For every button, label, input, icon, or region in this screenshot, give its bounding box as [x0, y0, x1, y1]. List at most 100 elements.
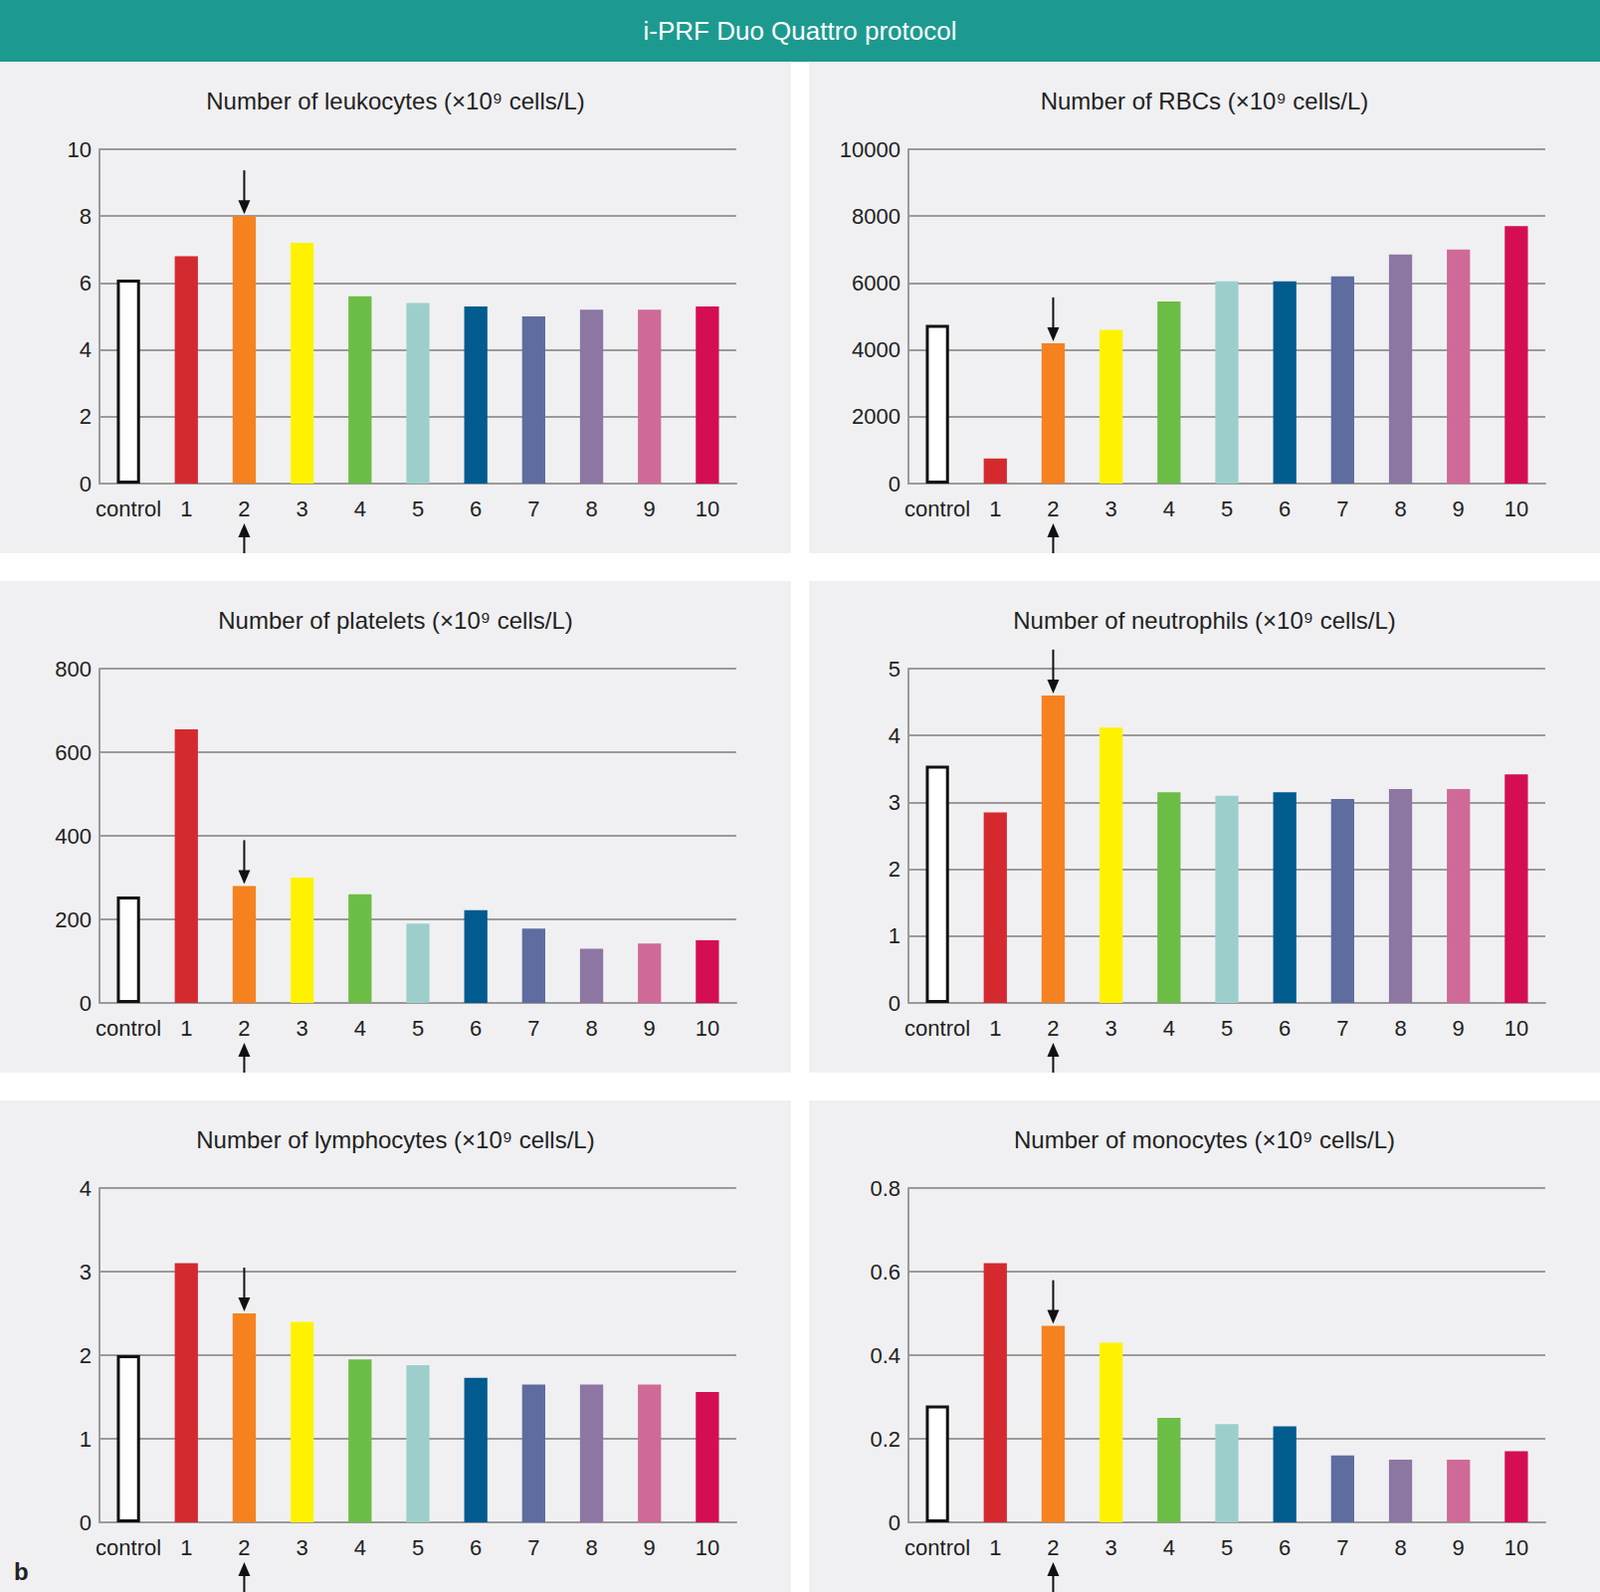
- svg-text:7: 7: [1336, 496, 1349, 522]
- svg-text:0: 0: [79, 991, 92, 1016]
- svg-text:2: 2: [1046, 496, 1059, 522]
- svg-text:1: 1: [180, 496, 193, 522]
- svg-text:1: 1: [989, 1535, 1001, 1561]
- svg-text:8: 8: [79, 203, 92, 229]
- svg-text:4: 4: [79, 1176, 92, 1201]
- svg-text:1: 1: [888, 923, 901, 949]
- svg-text:6: 6: [469, 1015, 482, 1041]
- svg-text:4: 4: [1163, 496, 1176, 522]
- svg-text:6: 6: [1278, 1535, 1291, 1561]
- svg-text:9: 9: [1452, 496, 1465, 522]
- svg-text:6000: 6000: [851, 270, 901, 296]
- svg-text:Number of RBCs (×10⁹ cells/L): Number of RBCs (×10⁹ cells/L): [1040, 87, 1370, 115]
- svg-text:2: 2: [1046, 1015, 1059, 1041]
- svg-text:Number of leukocytes (×10⁹ cel: Number of leukocytes (×10⁹ cells/L): [205, 87, 585, 115]
- svg-text:10: 10: [1504, 496, 1529, 522]
- svg-text:4: 4: [1163, 1015, 1176, 1041]
- svg-text:2: 2: [1046, 1535, 1059, 1561]
- svg-text:4: 4: [354, 1015, 367, 1041]
- svg-text:4000: 4000: [851, 337, 901, 363]
- svg-text:10: 10: [1504, 1535, 1529, 1561]
- svg-text:0: 0: [79, 471, 92, 497]
- svg-text:10000: 10000: [839, 137, 901, 163]
- svg-text:Number of monocytes (×10⁹ cell: Number of monocytes (×10⁹ cells/L): [1013, 1126, 1396, 1154]
- svg-text:8: 8: [585, 496, 598, 522]
- svg-text:5: 5: [1220, 1535, 1233, 1561]
- svg-text:10: 10: [1504, 1015, 1529, 1041]
- svg-text:4: 4: [888, 723, 901, 749]
- svg-text:3: 3: [296, 1015, 309, 1041]
- svg-text:8: 8: [1394, 1015, 1406, 1041]
- svg-text:6: 6: [469, 1535, 482, 1561]
- svg-text:600: 600: [54, 740, 92, 766]
- svg-text:1: 1: [180, 1535, 193, 1561]
- svg-text:2: 2: [79, 403, 92, 429]
- svg-text:4: 4: [354, 496, 367, 522]
- svg-text:0: 0: [888, 1510, 901, 1536]
- svg-text:5: 5: [888, 656, 901, 682]
- svg-text:7: 7: [527, 1015, 540, 1041]
- svg-text:3: 3: [296, 496, 309, 522]
- svg-text:Number of platelets (×10⁹ cell: Number of platelets (×10⁹ cells/L): [217, 606, 573, 634]
- svg-text:4: 4: [354, 1535, 367, 1561]
- svg-text:7: 7: [527, 1535, 540, 1561]
- svg-text:6: 6: [1278, 1015, 1291, 1041]
- svg-text:5: 5: [411, 496, 424, 522]
- svg-text:7: 7: [1336, 1535, 1349, 1561]
- svg-text:0.6: 0.6: [869, 1259, 901, 1285]
- svg-text:control: control: [95, 1015, 162, 1041]
- svg-text:2: 2: [237, 496, 250, 522]
- svg-text:2: 2: [237, 1015, 250, 1041]
- svg-text:1: 1: [180, 1015, 193, 1041]
- svg-text:9: 9: [643, 496, 656, 522]
- svg-text:800: 800: [54, 656, 92, 682]
- svg-text:4: 4: [1163, 1535, 1176, 1561]
- svg-text:7: 7: [527, 496, 540, 522]
- svg-text:200: 200: [54, 907, 92, 933]
- svg-text:2000: 2000: [851, 403, 901, 429]
- svg-text:6: 6: [469, 496, 482, 522]
- svg-text:9: 9: [1452, 1535, 1465, 1561]
- svg-text:0.8: 0.8: [869, 1176, 901, 1201]
- svg-text:2: 2: [888, 856, 901, 882]
- svg-text:5: 5: [1220, 496, 1233, 522]
- svg-text:control: control: [904, 1535, 971, 1561]
- svg-text:1: 1: [989, 496, 1001, 522]
- svg-text:3: 3: [296, 1535, 309, 1561]
- svg-text:8: 8: [1394, 496, 1406, 522]
- svg-text:0: 0: [79, 1510, 92, 1536]
- svg-text:9: 9: [643, 1535, 656, 1561]
- svg-text:5: 5: [1220, 1015, 1233, 1041]
- svg-text:10: 10: [695, 1015, 720, 1041]
- svg-text:control: control: [904, 496, 971, 522]
- svg-text:3: 3: [1105, 1535, 1118, 1561]
- svg-text:2: 2: [237, 1535, 250, 1561]
- svg-text:1: 1: [989, 1015, 1001, 1041]
- svg-text:9: 9: [1452, 1015, 1465, 1041]
- svg-text:5: 5: [411, 1535, 424, 1561]
- svg-text:7: 7: [1336, 1015, 1349, 1041]
- svg-text:8000: 8000: [851, 203, 901, 229]
- svg-text:0: 0: [888, 991, 901, 1016]
- svg-text:Number of neutrophils (×10⁹ ce: Number of neutrophils (×10⁹ cells/L): [1012, 606, 1396, 634]
- svg-text:6: 6: [1278, 496, 1291, 522]
- svg-text:8: 8: [585, 1535, 598, 1561]
- svg-text:control: control: [95, 1535, 162, 1561]
- svg-text:8: 8: [1394, 1535, 1406, 1561]
- svg-text:8: 8: [585, 1015, 598, 1041]
- svg-text:4: 4: [79, 337, 92, 363]
- svg-text:10: 10: [695, 496, 720, 522]
- svg-text:5: 5: [411, 1015, 424, 1041]
- svg-text:10: 10: [695, 1535, 720, 1561]
- svg-text:400: 400: [54, 823, 92, 849]
- svg-text:0: 0: [888, 471, 901, 497]
- svg-text:control: control: [95, 496, 162, 522]
- svg-text:Number of lymphocytes (×10⁹ ce: Number of lymphocytes (×10⁹ cells/L): [196, 1126, 595, 1154]
- svg-text:3: 3: [1105, 1015, 1118, 1041]
- svg-text:6: 6: [79, 270, 92, 296]
- svg-text:3: 3: [888, 790, 901, 815]
- svg-text:3: 3: [79, 1259, 92, 1285]
- svg-text:0.2: 0.2: [869, 1426, 901, 1452]
- svg-text:9: 9: [643, 1015, 656, 1041]
- svg-text:1: 1: [79, 1426, 92, 1452]
